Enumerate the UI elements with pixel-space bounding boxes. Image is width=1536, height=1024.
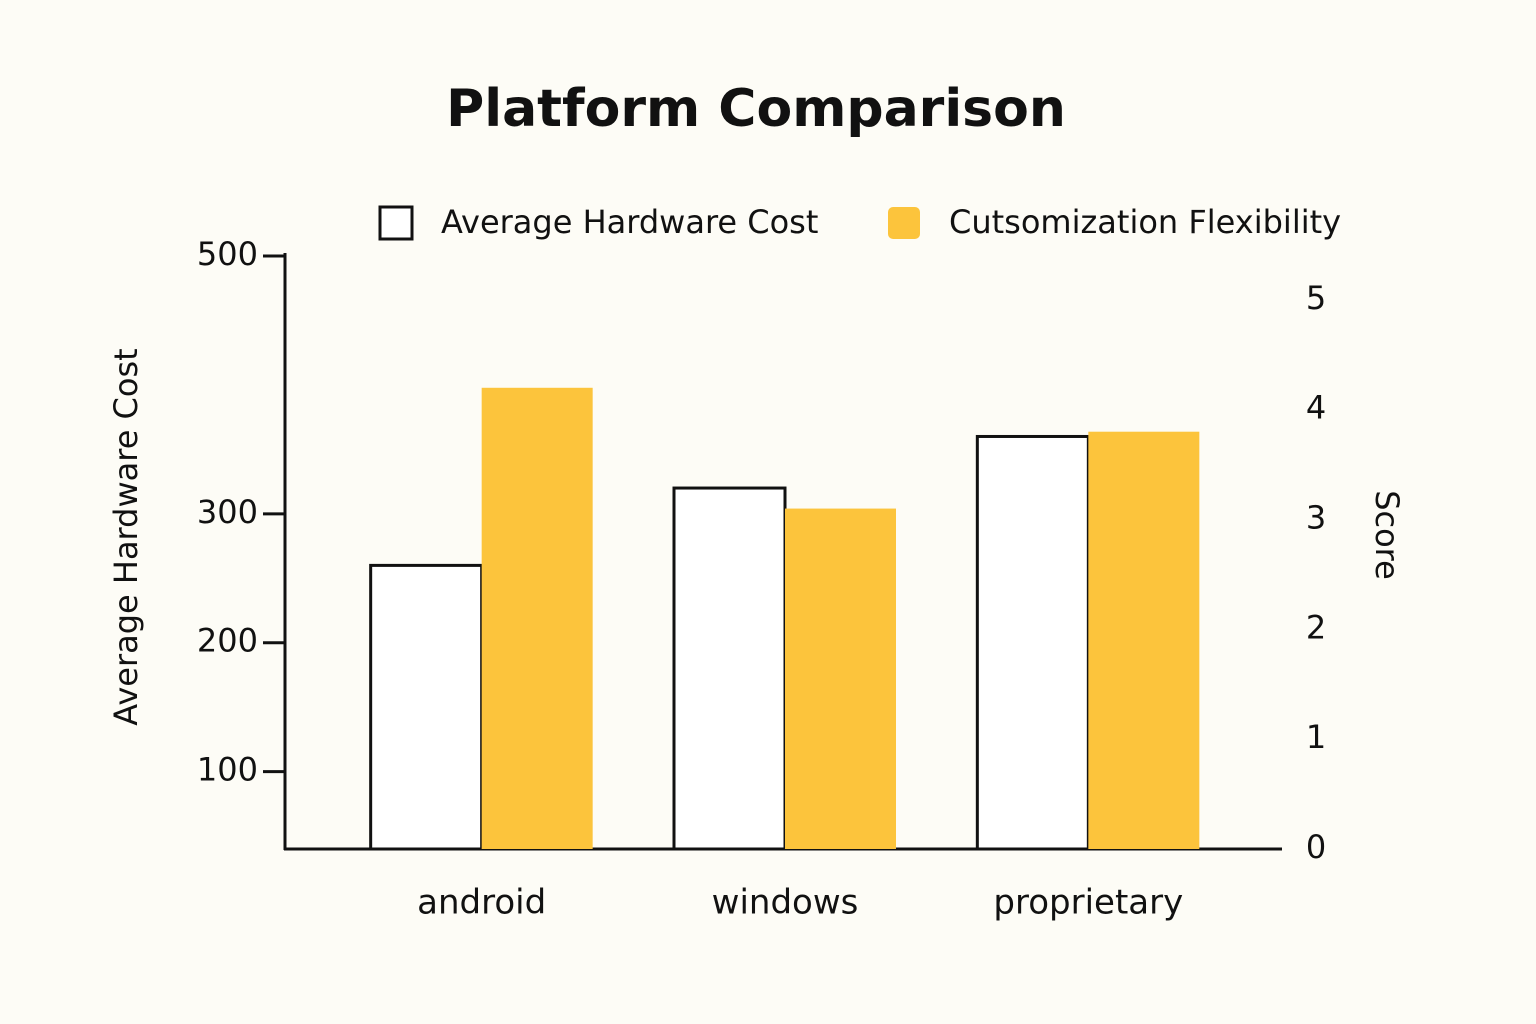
x-tick-label: proprietary [993,883,1183,923]
bar [1088,431,1200,849]
y2-tick-label: 1 [1306,718,1326,756]
y-tick-label: 200 [197,622,258,660]
legend-swatch [888,207,920,239]
bar [481,387,593,849]
bar [785,508,896,849]
legend-label: Cutsomization Flexibility [949,203,1341,241]
y2-tick-label: 5 [1306,279,1326,317]
y-tick-label: 500 [197,235,258,273]
y2-tick-label: 0 [1306,828,1326,866]
x-tick-label: windows [712,883,859,923]
y2-tick-label: 3 [1306,499,1326,537]
y-tick-label: 300 [197,493,258,531]
legend-label: Average Hardware Cost [441,203,818,241]
bar [975,434,1090,851]
y2-axis-label: Score [1368,490,1406,580]
legend-swatch [378,205,414,241]
x-tick-label: android [417,883,546,923]
y-tick-label: 100 [197,751,258,789]
chart-title: Platform Comparison [446,79,1066,139]
y2-tick-label: 2 [1306,608,1326,646]
bar [369,563,484,851]
bar [672,486,787,851]
y-axis-label: Average Hardware Cost [107,348,145,725]
y2-tick-label: 4 [1306,389,1326,427]
